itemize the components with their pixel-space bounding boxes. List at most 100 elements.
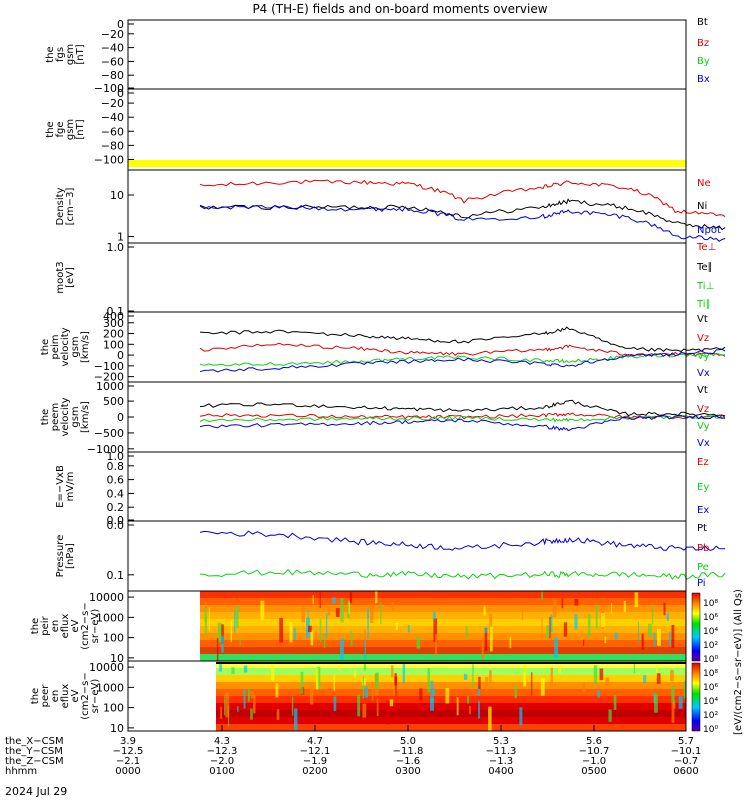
- spectrogram-streak: [221, 635, 224, 653]
- spectrogram-streak: [641, 633, 644, 650]
- panel-frame: [127, 242, 687, 313]
- x-tick-label: 3.9: [120, 736, 136, 747]
- colorbar-tick-label: 10⁸: [703, 669, 718, 679]
- legend-entry-Vz: Vz: [697, 333, 709, 344]
- spectrogram-streak: [600, 613, 605, 628]
- y-axis-label: moot3: [55, 261, 66, 293]
- spectrogram-streak: [338, 664, 341, 672]
- spectrogram-streak: [348, 600, 350, 615]
- spectrogram-streak: [550, 614, 553, 633]
- spectrogram-streak: [391, 665, 394, 678]
- spectrogram-streak: [319, 591, 321, 609]
- spectrogram-streak: [488, 706, 492, 731]
- y-tick-label: −60: [101, 125, 124, 138]
- spectrogram-streak: [225, 692, 230, 718]
- y-axis-label: fgs: [55, 47, 66, 62]
- spectrogram-streak: [463, 673, 468, 680]
- spectrogram-streak: [654, 694, 658, 713]
- y-tick-label: 0.8: [107, 460, 125, 473]
- spectrogram-streak: [349, 592, 353, 603]
- spectrogram-streak: [610, 603, 613, 615]
- spectrogram-streak: [335, 608, 340, 618]
- series-line-Vx: [199, 348, 726, 373]
- colorbar-tick-label: 10²: [703, 711, 718, 721]
- legend-entry-Te∥: Te∥: [696, 262, 713, 273]
- spectrogram-streak: [552, 599, 557, 618]
- y-axis-label: the: [45, 121, 56, 137]
- spectrogram-streak: [666, 612, 669, 621]
- spectrogram-streak: [637, 621, 639, 644]
- spectrogram-streak: [634, 592, 639, 608]
- y-tick-label: 1000: [96, 380, 124, 393]
- colorbar-bottom: [691, 662, 701, 732]
- series-line-Pi: [199, 530, 726, 552]
- spectrogram-streak: [276, 709, 280, 720]
- colorbar-tick-label: 10⁰: [703, 655, 718, 665]
- spectrogram-streak: [289, 622, 293, 643]
- spectrogram-streak: [622, 704, 625, 713]
- spectrogram-streak: [484, 627, 488, 651]
- y-axis-label: the: [30, 688, 41, 704]
- y-axis-label: peem: [50, 403, 61, 431]
- spectrogram-streak: [239, 637, 241, 646]
- legend-entry-Ey: Ey: [697, 482, 709, 493]
- y-axis-label: mV/m: [65, 472, 76, 502]
- spectrogram-streak: [574, 598, 579, 606]
- spectrogram-streak: [670, 669, 674, 681]
- y-tick-label: 0.0: [107, 514, 125, 527]
- spectrogram-band: [200, 654, 686, 662]
- colorbar-tick-label: 10⁴: [703, 627, 718, 637]
- legend-entry-Pb: Pb: [697, 543, 709, 554]
- panel-frame: [127, 311, 687, 383]
- y-axis-label: the: [30, 618, 41, 634]
- panel-peer_spectrogram: 10000 1000 100 10 the peer en eflux eV (cm2−s− sr−…: [30, 660, 687, 735]
- series-line-Pe: [199, 568, 726, 580]
- colorbar-tick-label: 10⁰: [703, 725, 718, 735]
- spectrogram-streak: [231, 667, 235, 675]
- legend-entry-Ne: Ne: [697, 178, 711, 189]
- spectrogram-streak: [395, 622, 398, 631]
- spectrogram-streak: [430, 697, 434, 711]
- x-axis-labels: the_X−CSMthe_Y−CSMthe_Z−CSMhhmm3.9−12.5−…: [5, 725, 701, 777]
- spectrogram-streak: [333, 696, 337, 712]
- colorbar-tick-label: 10⁶: [703, 683, 718, 693]
- y-tick-label: −60: [101, 55, 124, 68]
- spectrogram-streak: [656, 673, 661, 684]
- spectrogram-streak: [663, 602, 666, 616]
- y-tick-label: 500: [103, 395, 124, 408]
- spectrogram-streak: [364, 686, 369, 698]
- x-tick-label: 4.3: [214, 736, 230, 747]
- legend-entry-Vt: Vt: [697, 385, 708, 396]
- spectrogram-streak: [364, 629, 366, 646]
- spectrogram-streak: [204, 606, 207, 623]
- spectrogram-streak: [293, 708, 298, 731]
- series-line-Ne: [199, 179, 726, 218]
- series-line-Vy: [199, 352, 726, 367]
- legend-entry-Vy: Vy: [697, 421, 710, 432]
- legend-entry-Pe: Pe: [697, 562, 709, 573]
- spectrogram-band: [200, 598, 686, 606]
- y-tick-label: 0: [117, 411, 124, 424]
- panel-fgs_2: 0−20−40−60−80−100 the fge gsm [nT]: [45, 87, 687, 171]
- figure-title: P4 (TH-E) fields and on-board moments ov…: [252, 2, 547, 16]
- spectrogram-streak: [367, 614, 369, 639]
- legend-entry-Bt: Bt: [697, 17, 708, 28]
- x-tick-label: −1.6: [396, 756, 420, 767]
- y-axis-label: the: [45, 46, 56, 62]
- y-axis-label: peim: [50, 334, 61, 359]
- legend-entry-Vx: Vx: [697, 368, 710, 379]
- y-axis-label: [eV]: [65, 267, 76, 288]
- spectrogram-streak: [481, 637, 484, 661]
- panel-frame: [127, 88, 687, 171]
- spectrogram-streak: [445, 688, 450, 704]
- legend-entry-Te⊥: Te⊥: [696, 242, 716, 253]
- y-tick-label: 10: [110, 189, 124, 202]
- panel-peem_velocity: 1000 500 0 −500 −1000 the peem velocity gsm [km/s…: [40, 380, 726, 456]
- y-axis-label: [km/s]: [80, 401, 91, 433]
- spectrogram-streak: [205, 602, 207, 609]
- y-axis-label: gsm: [70, 336, 81, 357]
- spectrogram-streak: [469, 706, 471, 715]
- y-tick-label: −40: [101, 111, 124, 124]
- spectrogram-band: [216, 675, 686, 683]
